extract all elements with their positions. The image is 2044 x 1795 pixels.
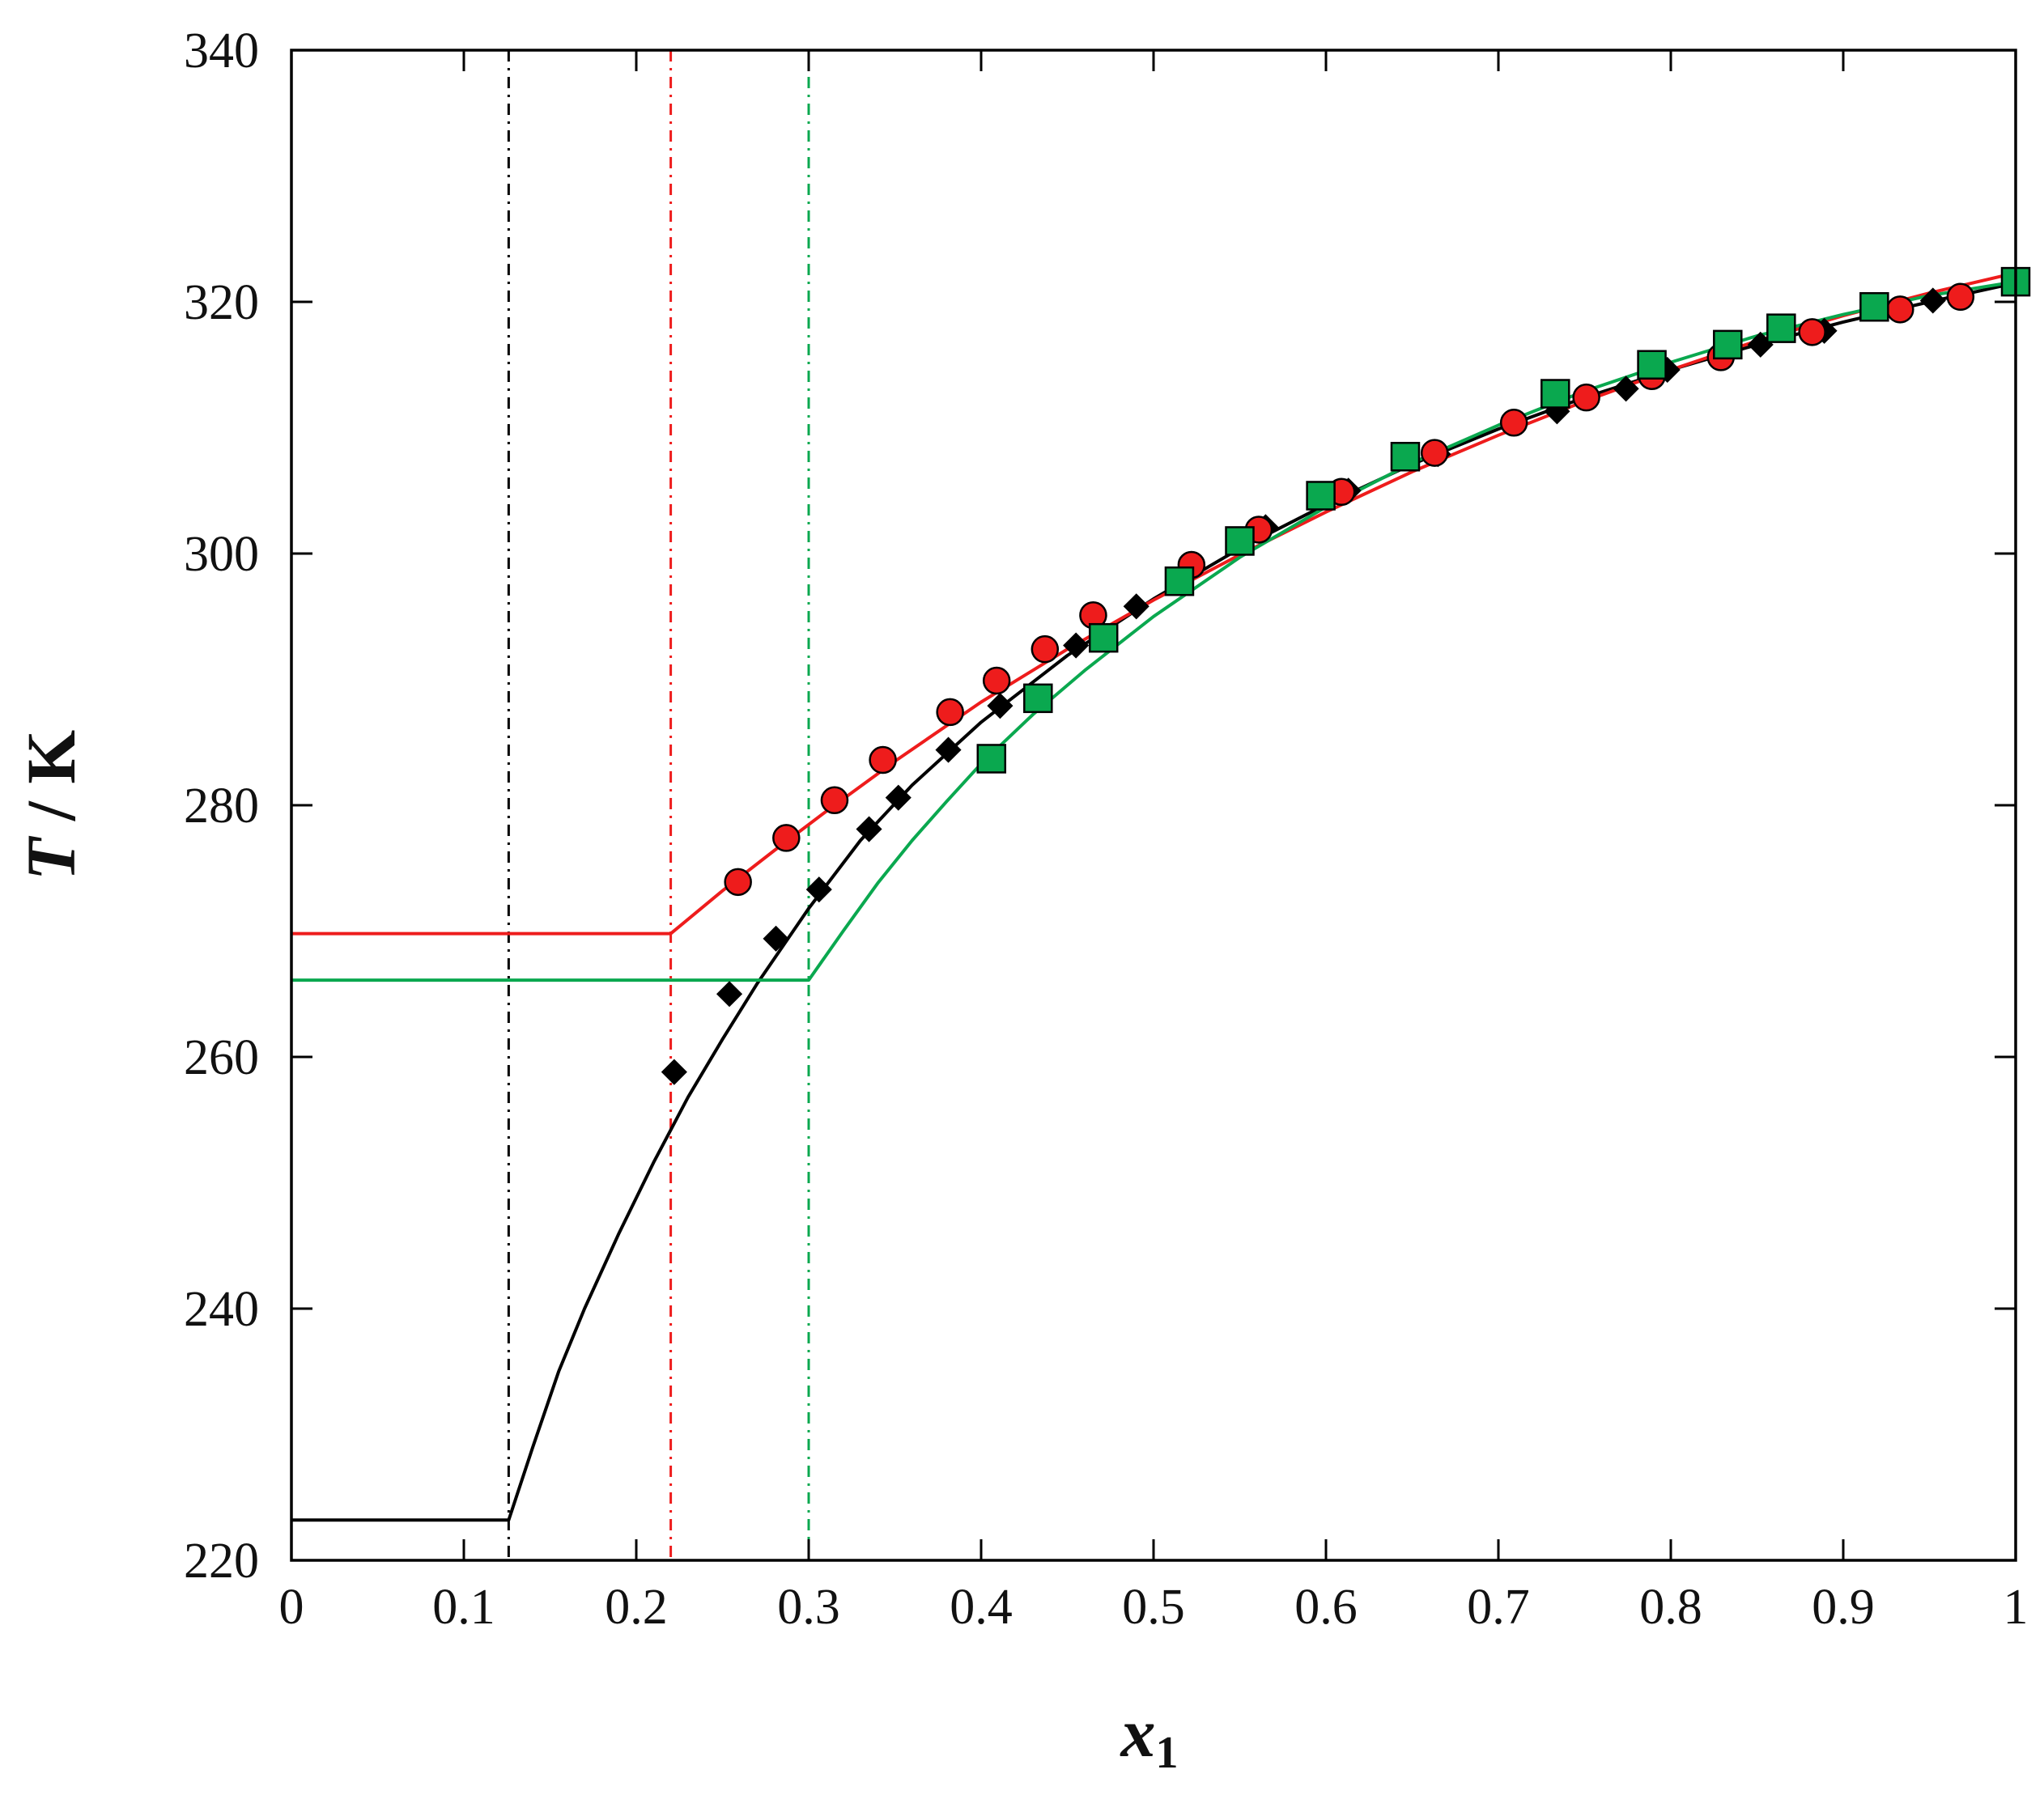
- x-tick-label: 0.8: [1639, 1580, 1702, 1635]
- data-point-square: [1390, 442, 1421, 472]
- x-tick-label: 0.5: [1122, 1580, 1185, 1635]
- x-tick-label: 0.6: [1294, 1580, 1358, 1635]
- y-tick-label: 340: [184, 23, 259, 79]
- data-point-square: [1766, 313, 1796, 343]
- data-point-circle: [1420, 439, 1449, 467]
- data-point-circle: [1798, 318, 1826, 346]
- x-tick-label: 0.1: [432, 1580, 495, 1635]
- data-point-square: [1306, 481, 1336, 511]
- y-tick-label: 320: [184, 275, 259, 330]
- y-tick-label: 260: [184, 1030, 259, 1085]
- x-axis-title: x1: [1120, 1694, 1179, 1778]
- data-point-square: [1540, 379, 1570, 409]
- plot-frame: [290, 49, 2017, 1562]
- fit-curve-square: [291, 280, 2016, 982]
- fit-curves: [291, 271, 2016, 1522]
- x-tick-label: 1: [2004, 1580, 2029, 1635]
- data-point-square: [1023, 683, 1053, 714]
- data-point-diamond: [935, 736, 962, 763]
- data-point-circle: [1030, 634, 1060, 664]
- data-point-diamond: [805, 876, 832, 903]
- data-point-diamond: [661, 1059, 687, 1085]
- axis-ticks: 0 0.1 0.2 0.3 0.4 0.5 0.6 0.7 0.8 0.9 1 220 240 260 28…: [184, 23, 2029, 1635]
- data-points: [661, 266, 2031, 1085]
- x-axis-title-sub: 1: [1156, 1728, 1179, 1778]
- data-point-circle: [1946, 282, 1975, 312]
- y-tick-label: 300: [184, 527, 259, 582]
- data-point-diamond: [987, 693, 1014, 719]
- data-point-circle: [820, 786, 849, 815]
- fit-curve-circle: [291, 271, 2016, 936]
- x-tick-label: 0.4: [950, 1580, 1013, 1635]
- y-axis-title-main: T: [12, 835, 90, 881]
- data-point-circle: [982, 666, 1011, 695]
- data-point-square: [1713, 329, 1743, 360]
- y-axis-title: T / K: [12, 730, 90, 881]
- data-point-square: [1859, 291, 1889, 322]
- y-tick-label: 220: [184, 1534, 259, 1589]
- data-point-circle: [1572, 383, 1600, 412]
- fit-curve-diamond: [291, 281, 2016, 1522]
- data-point-diamond: [1919, 287, 1946, 314]
- y-tick-label: 280: [184, 779, 259, 834]
- data-point-diamond: [1123, 593, 1149, 620]
- data-point-diamond: [763, 925, 789, 952]
- x-tick-label: 0.2: [605, 1580, 668, 1635]
- x-tick-label: 0.7: [1467, 1580, 1530, 1635]
- eutectic-lines: [507, 50, 810, 1560]
- data-point-square: [1164, 566, 1195, 596]
- x-tick-label: 0: [279, 1580, 304, 1635]
- data-point-square: [1225, 526, 1255, 556]
- data-point-square: [1088, 622, 1119, 653]
- y-tick-label: 240: [184, 1282, 259, 1337]
- data-point-diamond: [885, 784, 912, 811]
- data-point-circle: [724, 868, 752, 897]
- data-point-circle: [1886, 295, 1914, 324]
- x-tick-label: 0.9: [1812, 1580, 1875, 1635]
- data-point-diamond: [856, 816, 882, 842]
- data-point-circle: [1499, 409, 1528, 437]
- data-point-circle: [936, 698, 964, 727]
- x-tick-label: 0.3: [777, 1580, 840, 1635]
- data-point-circle: [772, 824, 801, 852]
- y-axis-title-rest: / K: [12, 730, 90, 838]
- data-point-square: [976, 744, 1007, 774]
- data-point-diamond: [716, 981, 743, 1008]
- x-axis-title-main: x: [1120, 1694, 1156, 1772]
- data-point-circle: [869, 745, 897, 774]
- data-point-diamond: [1063, 632, 1090, 659]
- data-point-diamond: [1613, 376, 1639, 402]
- data-point-square: [1637, 350, 1667, 380]
